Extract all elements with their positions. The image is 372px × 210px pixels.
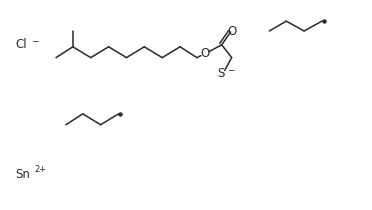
- Text: O: O: [227, 25, 236, 38]
- Text: 2+: 2+: [34, 165, 46, 174]
- Text: Cl: Cl: [15, 38, 27, 51]
- Text: S: S: [217, 67, 224, 80]
- Text: O: O: [200, 47, 209, 60]
- Text: Sn: Sn: [15, 168, 30, 181]
- Text: −: −: [31, 36, 39, 45]
- Text: −: −: [227, 65, 234, 74]
